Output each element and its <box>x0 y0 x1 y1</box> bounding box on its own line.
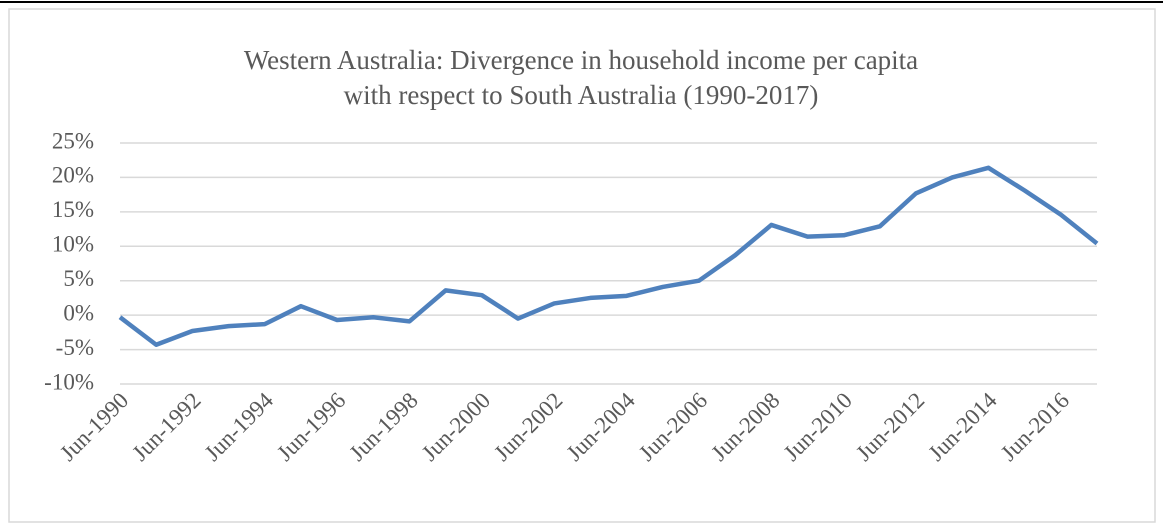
y-tick-label: 20% <box>52 163 94 188</box>
chart-title: Western Australia: Divergence in househo… <box>244 45 918 110</box>
y-tick-label: 10% <box>52 232 94 257</box>
y-tick-label: -10% <box>44 369 94 394</box>
chart-frame <box>8 8 1156 523</box>
y-tick-label: 15% <box>52 197 94 222</box>
y-tick-label: 5% <box>63 266 94 291</box>
y-tick-label: -5% <box>56 335 94 360</box>
y-tick-label: 0% <box>63 300 94 325</box>
data-line <box>118 165 1099 348</box>
y-tick-label: 25% <box>52 128 94 153</box>
